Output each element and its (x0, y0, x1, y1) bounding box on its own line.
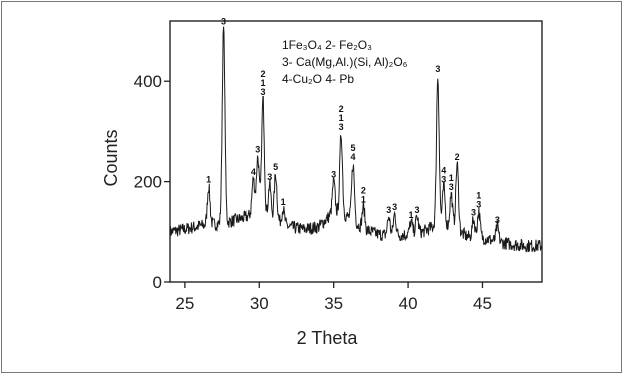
peak-label: 4 (251, 167, 256, 177)
y-tick-label: 0 (153, 273, 162, 292)
x-tick-label: 35 (324, 294, 343, 313)
peak-label: 3 (255, 145, 260, 155)
peak-label: 5 (273, 162, 278, 172)
axes-box (169, 20, 543, 283)
peak-label: 1 (206, 175, 211, 185)
x-tick-label: 30 (250, 294, 269, 313)
plot-area (169, 20, 543, 283)
x-axis-ticks: 25 30 35 40 45 (175, 282, 492, 313)
legend-line-1: 1Fe₃O₄ 2- Fe₂O₃ (282, 38, 372, 52)
y-axis-ticks: 0 200 400 (134, 72, 170, 292)
x-axis-title: 2 Theta (297, 328, 359, 348)
y-axis-title: Counts (101, 129, 121, 186)
peak-label: 3 (386, 205, 391, 215)
peak-label: 1 (281, 197, 286, 207)
legend-line-3: 4-Cu₂O 4- Pb (282, 72, 354, 86)
peak-label: 3 (267, 172, 272, 182)
x-tick-label: 40 (399, 294, 418, 313)
peak-label: 3 (495, 215, 500, 225)
peak-label: 3 (435, 64, 440, 74)
peak-label: 1 (409, 210, 414, 220)
y-tick-label: 400 (134, 72, 162, 91)
diffraction-pattern-line (169, 26, 543, 253)
legend: 1Fe₃O₄ 2- Fe₂O₃ 3- Ca(Mg,Al.)(Si, Al)₂O₆… (282, 38, 408, 86)
x-tick-label: 45 (473, 294, 492, 313)
y-tick-label: 200 (134, 173, 162, 192)
peak-label: 3 (221, 17, 226, 27)
peak-label: 3 (415, 205, 420, 215)
x-tick-label: 25 (175, 294, 194, 313)
peak-label: 2 (455, 152, 460, 162)
peak-label: 3 (392, 202, 397, 212)
peak-label: 3 (471, 207, 476, 217)
legend-line-2: 3- Ca(Mg,Al.)(Si, Al)₂O₆ (282, 55, 408, 69)
peak-label: 3 (331, 170, 336, 180)
